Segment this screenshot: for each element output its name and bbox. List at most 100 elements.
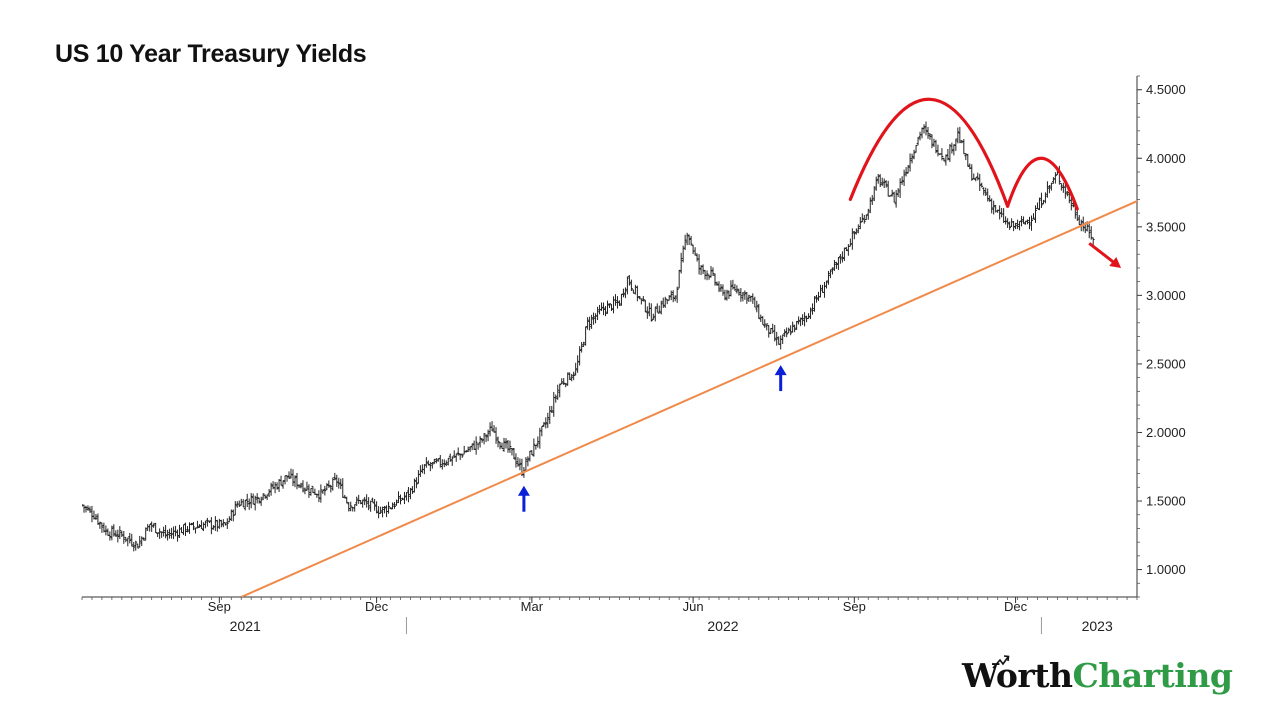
ohlc-bar — [671, 290, 675, 303]
ohlc-bar — [600, 302, 603, 312]
ohlc-bar — [1010, 218, 1013, 227]
ohlc-bar — [269, 482, 273, 496]
ohlc-bar — [606, 300, 609, 315]
ohlc-bar — [693, 247, 697, 256]
x-year-label: 2023 — [1082, 618, 1113, 634]
ohlc-bar — [108, 531, 112, 541]
ohlc-bar — [192, 521, 195, 531]
ohlc-bar — [156, 532, 160, 538]
ohlc-bar — [741, 291, 745, 302]
ohlc-bar — [502, 437, 506, 452]
x-year-label: 2022 — [707, 618, 738, 634]
ohlc-bar — [1000, 208, 1004, 218]
ohlc-bar — [894, 189, 898, 208]
ohlc-bar — [868, 197, 872, 214]
ohlc-bar — [395, 499, 398, 506]
ohlc-bar — [866, 208, 870, 220]
ohlc-bar — [811, 303, 814, 315]
ohlc-bar — [803, 312, 806, 327]
ohlc-bar — [1065, 190, 1069, 197]
ohlc-bar — [1022, 216, 1025, 224]
ohlc-bar — [864, 214, 868, 221]
ohlc-bar — [649, 303, 653, 322]
ohlc-bar — [815, 294, 818, 303]
ohlc-bar — [335, 474, 339, 487]
ohlc-bar — [259, 496, 263, 506]
ohlc-bar — [588, 316, 591, 331]
ohlc-bar — [1002, 208, 1006, 223]
down-arrow-shaft — [1088, 242, 1118, 267]
ohlc-bar — [397, 491, 400, 504]
ohlc-bar — [466, 446, 470, 453]
ohlc-bar — [685, 232, 689, 246]
ohlc-bar — [472, 440, 476, 450]
ohlc-bar — [174, 525, 177, 537]
ohlc-bar — [988, 195, 992, 202]
ohlc-bar — [227, 516, 231, 523]
ohlc-bar — [482, 432, 486, 445]
ohlc-bar — [126, 537, 130, 547]
ohlc-bar — [146, 524, 150, 531]
ohlc-bar — [309, 487, 313, 496]
ohlc-bar — [446, 457, 450, 466]
ohlc-bar — [468, 446, 472, 452]
ohlc-bar — [317, 490, 321, 503]
ohlc-bar — [755, 300, 759, 313]
ohlc-bar — [122, 530, 126, 544]
ohlc-bar — [892, 191, 896, 203]
ohlc-bar — [524, 457, 528, 472]
ohlc-bar — [936, 144, 940, 157]
ohlc-bar — [331, 477, 335, 491]
ohlc-bar — [998, 205, 1002, 220]
brand-logo: WorthCharting — [962, 656, 1233, 695]
ohlc-bar — [852, 231, 856, 240]
ohlc-bar — [337, 477, 341, 489]
ohlc-bar — [580, 341, 584, 353]
ohlc-bar — [976, 172, 980, 181]
down-arrow-head — [1109, 256, 1122, 268]
y-tick-label: 4.5000 — [1146, 82, 1186, 97]
ohlc-bar — [428, 462, 432, 472]
ohlc-bar — [329, 484, 333, 493]
ohlc-bar — [277, 478, 281, 493]
ohlc-bar — [176, 529, 179, 542]
ohlc-bar — [184, 522, 187, 537]
ohlc-bar — [1063, 183, 1067, 199]
ohlc-bar — [100, 522, 104, 533]
ohlc-bar — [432, 458, 436, 465]
x-tick-label: Jun — [683, 599, 704, 614]
ohlc-bar — [152, 523, 156, 528]
ohlc-bar — [813, 296, 816, 312]
ohlc-bar — [912, 149, 916, 160]
support-arrow-icon — [517, 485, 530, 512]
ohlc-bar — [711, 267, 715, 276]
support-arrow-head — [774, 365, 787, 376]
ohlc-bar — [251, 493, 255, 505]
ohlc-bar — [88, 506, 92, 513]
ohlc-bar — [610, 304, 613, 312]
ohlc-bar — [1091, 237, 1095, 246]
ohlc-bar — [717, 281, 721, 293]
ohlc-bar — [848, 238, 852, 247]
y-tick-label: 3.0000 — [1146, 288, 1186, 303]
ohlc-bar — [255, 493, 259, 504]
ohlc-bar — [327, 480, 331, 488]
ohlc-bar — [1012, 221, 1015, 232]
ohlc-bar — [516, 457, 520, 467]
ohlc-bar — [474, 436, 478, 455]
ohlc-bar — [128, 532, 132, 544]
ohlc-bar — [570, 373, 574, 382]
ohlc-bar — [793, 324, 797, 333]
ohlc-bar — [518, 458, 522, 471]
ohlc-bar — [914, 144, 918, 153]
ohlc-bar — [510, 447, 514, 456]
y-tick-label: 2.5000 — [1146, 356, 1186, 371]
ohlc-bar — [745, 292, 749, 304]
ohlc-bar — [850, 228, 854, 250]
ohlc-bar — [301, 480, 305, 493]
ohlc-bar — [114, 530, 118, 537]
ohlc-bar — [405, 492, 408, 501]
ohlc-bar — [293, 475, 297, 488]
ohlc-bar — [940, 148, 944, 161]
ohlc-bar — [713, 273, 717, 286]
